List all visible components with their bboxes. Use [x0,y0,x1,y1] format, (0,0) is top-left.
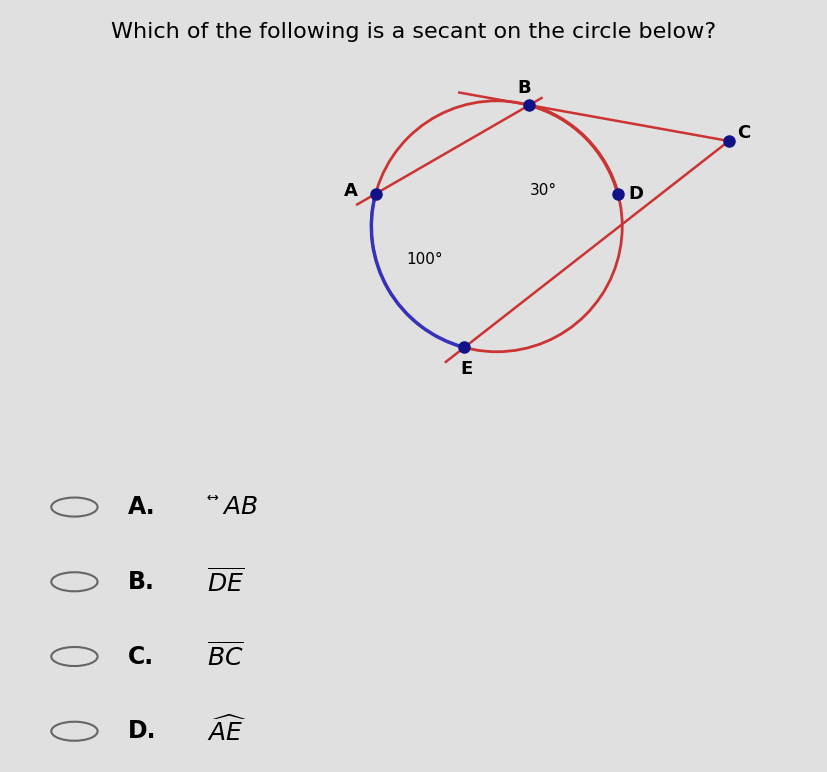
Text: $\overline{DE}$: $\overline{DE}$ [207,567,244,596]
Text: D: D [628,185,643,203]
Text: B: B [518,79,531,96]
Text: Which of the following is a secant on the circle below?: Which of the following is a secant on th… [111,22,716,42]
Text: D.: D. [128,720,156,743]
Text: 30°: 30° [529,183,557,198]
Text: A.: A. [128,495,155,519]
Text: B.: B. [128,570,155,594]
Text: A: A [343,182,357,200]
Text: C: C [738,124,751,143]
Text: C.: C. [128,645,155,669]
Text: $\widehat{AE}$: $\widehat{AE}$ [207,716,247,747]
Text: $\overline{BC}$: $\overline{BC}$ [207,642,243,671]
Text: E: E [461,360,473,378]
Text: 100°: 100° [406,252,443,267]
Text: $\overleftrightarrow{AB}$: $\overleftrightarrow{AB}$ [207,495,258,519]
